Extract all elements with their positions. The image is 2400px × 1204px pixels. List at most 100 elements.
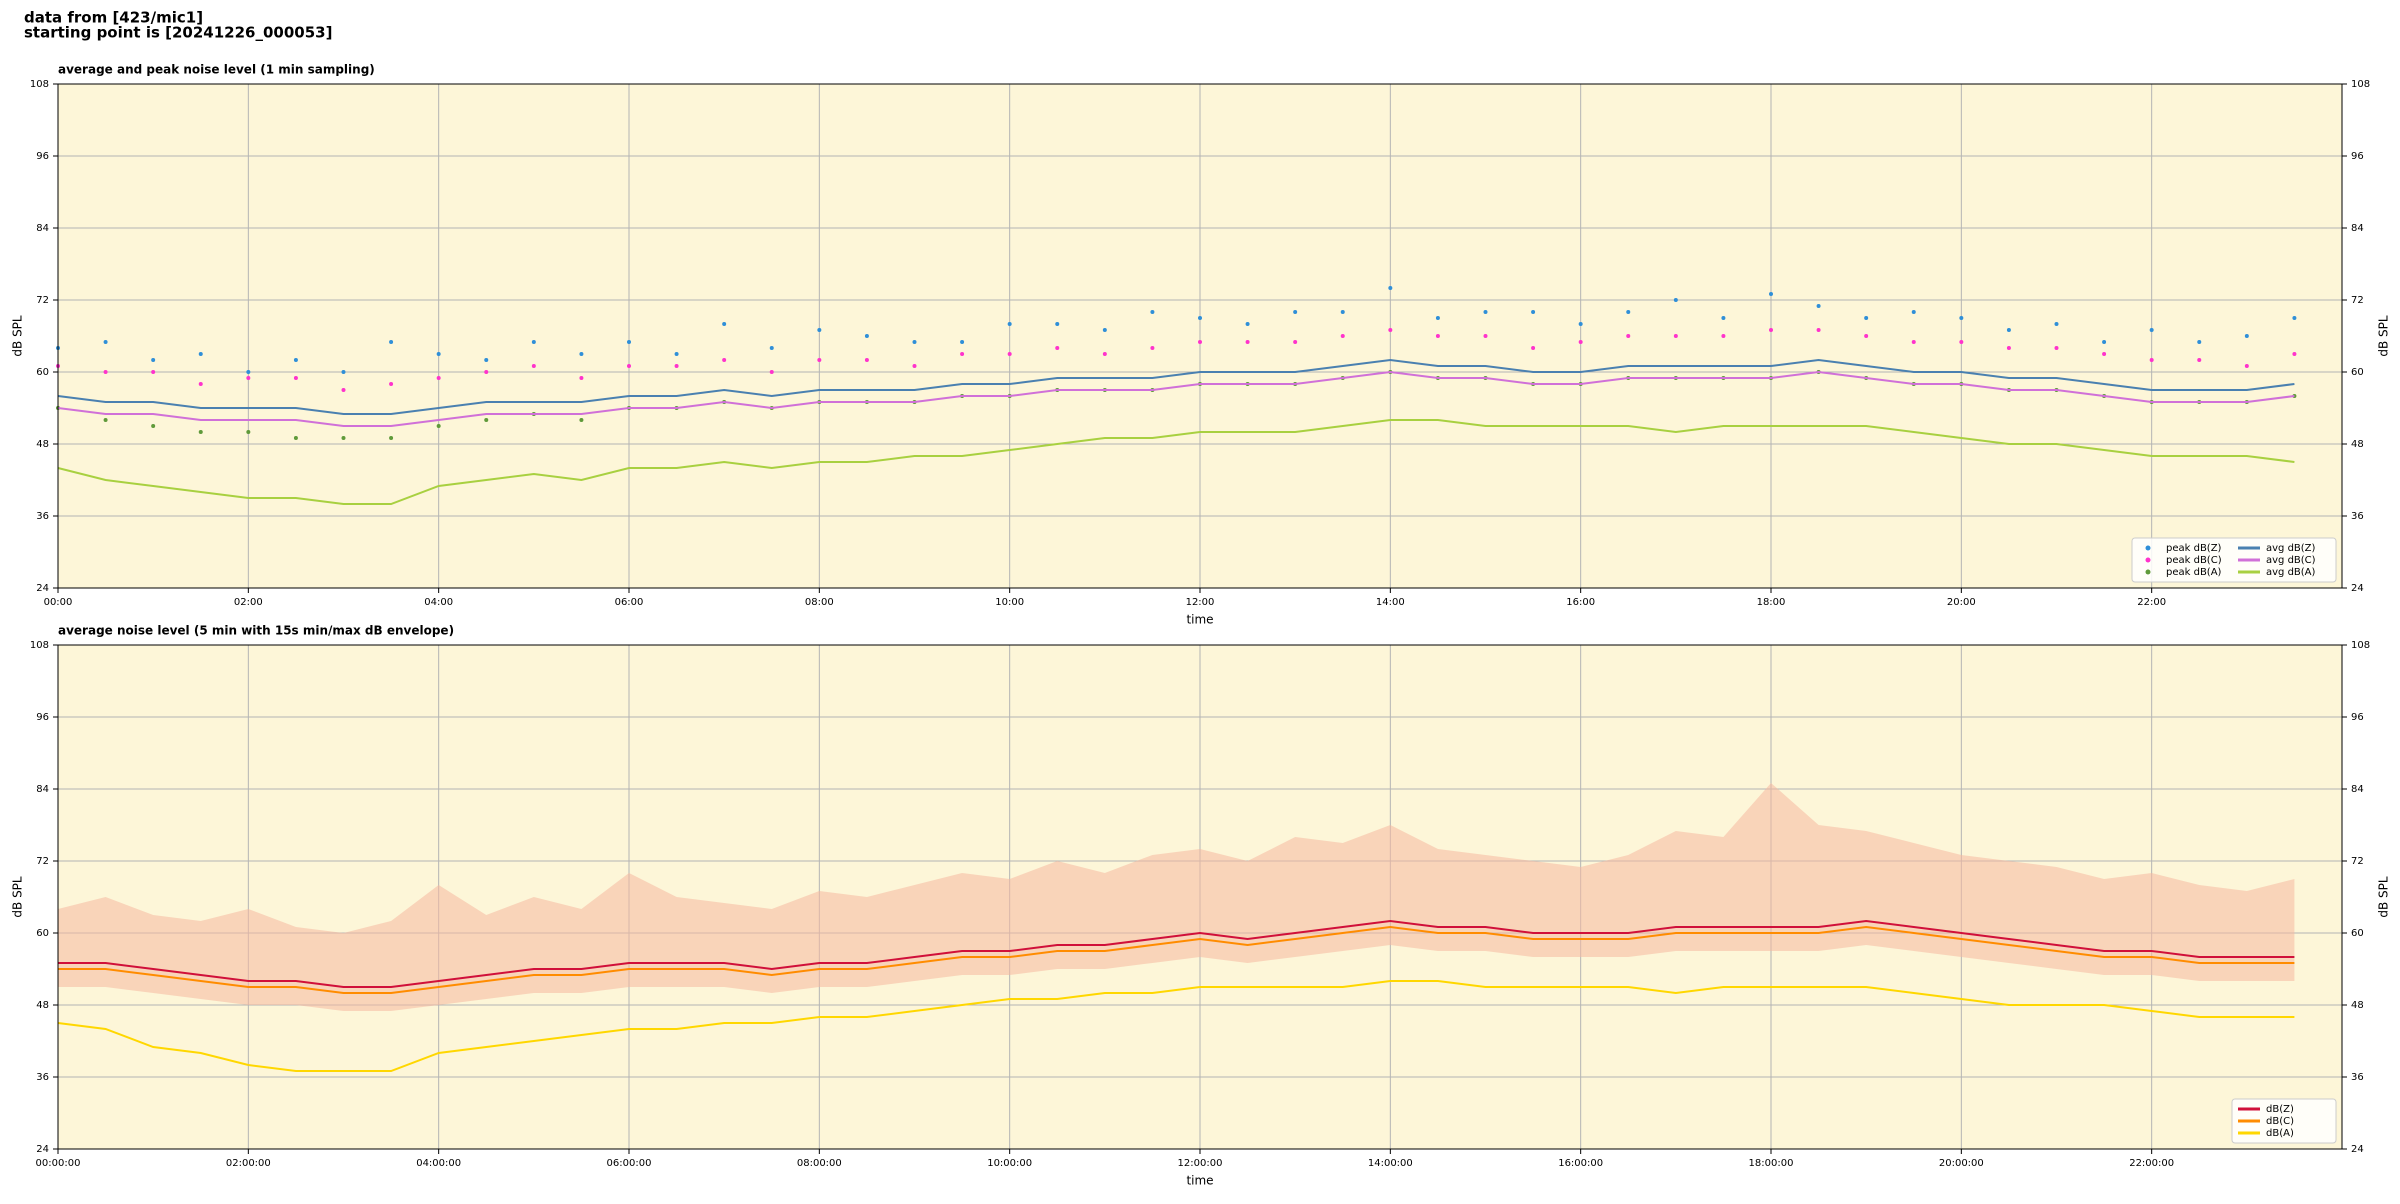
- peak-point: [1626, 334, 1631, 338]
- peak-point: [1435, 316, 1440, 320]
- legend-label: avg dB(Z): [2266, 543, 2316, 554]
- y-tick-label: 84: [36, 223, 49, 234]
- peak-point: [293, 376, 298, 380]
- peak-point: [1435, 334, 1440, 338]
- y-tick-label: 108: [2351, 640, 2370, 651]
- peak-point: [436, 352, 441, 356]
- peak-point: [151, 358, 156, 362]
- peak-point: [484, 358, 489, 362]
- peak-point: [1007, 352, 1012, 356]
- peak-point: [2149, 328, 2154, 332]
- y-tick-label: 48: [2351, 439, 2364, 450]
- y-tick-label: 60: [2351, 928, 2364, 939]
- legend-label: avg dB(A): [2266, 567, 2316, 578]
- x-tick-label: 18:00:00: [1749, 1158, 1794, 1169]
- legend-label: dB(Z): [2266, 1104, 2294, 1115]
- peak-point: [151, 370, 156, 374]
- legend-label: peak dB(Z): [2166, 543, 2222, 554]
- x-axis-label: time: [1186, 613, 1213, 627]
- x-axis-label: time: [1186, 1174, 1213, 1188]
- peak-point: [627, 364, 631, 368]
- peak-point: [531, 364, 536, 368]
- peak-point: [2292, 316, 2297, 320]
- peak-point: [2054, 322, 2059, 326]
- x-tick-label: 02:00: [234, 597, 263, 608]
- y-tick-label: 84: [2351, 223, 2364, 234]
- y-tick-label: 24: [2351, 583, 2364, 594]
- y-tick-label: 36: [2351, 511, 2364, 522]
- header-line: data from [423/mic1]: [24, 9, 203, 27]
- peak-point: [2244, 364, 2249, 368]
- peak-point: [769, 370, 774, 374]
- x-tick-label: 22:00:00: [2129, 1158, 2174, 1169]
- peak-point: [2006, 346, 2011, 350]
- peak-point: [198, 352, 203, 356]
- peak-point: [864, 358, 869, 362]
- y-tick-label: 36: [36, 511, 49, 522]
- y-tick-label: 24: [36, 583, 49, 594]
- peak-point: [1388, 286, 1393, 290]
- y-axis-label: dB SPL: [2377, 876, 2391, 918]
- y-tick-label: 60: [36, 928, 49, 939]
- y-tick-label: 72: [36, 295, 49, 306]
- x-tick-label: 20:00: [1947, 597, 1976, 608]
- legend-label: peak dB(C): [2166, 555, 2222, 566]
- y-tick-label: 72: [2351, 295, 2364, 306]
- peak-point: [2102, 340, 2107, 344]
- peak-point: [1340, 334, 1345, 338]
- peak-point: [674, 352, 679, 356]
- peak-point: [912, 364, 917, 368]
- y-tick-label: 24: [36, 1144, 49, 1155]
- y-tick-label: 60: [36, 367, 49, 378]
- peak-point: [198, 430, 203, 434]
- peak-point: [1578, 322, 1583, 326]
- y-tick-label: 96: [36, 712, 49, 723]
- peak-point: [1293, 340, 1298, 344]
- x-tick-label: 06:00: [615, 597, 644, 608]
- y-tick-label: 72: [36, 856, 49, 867]
- series-line: [58, 919, 2295, 988]
- peak-point: [769, 346, 774, 350]
- peak-point: [1816, 328, 1821, 332]
- chart-title: average noise level (5 min with 15s min/…: [58, 624, 454, 638]
- peak-point: [2054, 346, 2059, 350]
- peak-point: [1531, 346, 1536, 350]
- legend-marker: [2145, 569, 2151, 575]
- peak-point: [1864, 316, 1869, 320]
- x-tick-label: 14:00:00: [1368, 1158, 1413, 1169]
- chart-title: average and peak noise level (1 min samp…: [58, 63, 375, 77]
- peak-point: [2197, 358, 2202, 362]
- peak-point: [579, 376, 584, 380]
- peak-point: [103, 340, 108, 344]
- peak-point: [1816, 304, 1821, 308]
- peak-point: [1102, 352, 1107, 356]
- peak-point: [1150, 346, 1155, 350]
- legend: peak dB(Z)peak dB(C)peak dB(A)avg dB(Z)a…: [2131, 537, 2337, 583]
- y-axis-label: dB SPL: [11, 315, 25, 357]
- y-tick-label: 96: [36, 151, 49, 162]
- peak-point: [1055, 322, 1060, 326]
- peak-point: [1626, 310, 1631, 314]
- y-tick-label: 72: [2351, 856, 2364, 867]
- x-tick-label: 16:00:00: [1558, 1158, 1603, 1169]
- y-tick-label: 48: [36, 1000, 49, 1011]
- peak-point: [864, 334, 869, 338]
- peak-point: [674, 364, 679, 368]
- peak-point: [1721, 316, 1726, 320]
- x-tick-label: 06:00:00: [607, 1158, 652, 1169]
- peak-point: [1340, 310, 1345, 314]
- series-line: [57, 419, 2295, 505]
- peak-point: [960, 352, 965, 356]
- x-tick-label: 14:00: [1376, 597, 1405, 608]
- peak-point: [389, 382, 394, 386]
- peak-point: [1673, 298, 1678, 302]
- x-tick-label: 08:00: [805, 597, 834, 608]
- peak-point: [1864, 334, 1869, 338]
- legend-marker: [2145, 557, 2151, 563]
- legend: dB(Z)dB(C)dB(A): [2231, 1098, 2337, 1144]
- peak-point: [1245, 340, 1250, 344]
- y-tick-label: 84: [36, 784, 49, 795]
- y-tick-label: 108: [2351, 79, 2370, 90]
- peak-point: [151, 424, 156, 428]
